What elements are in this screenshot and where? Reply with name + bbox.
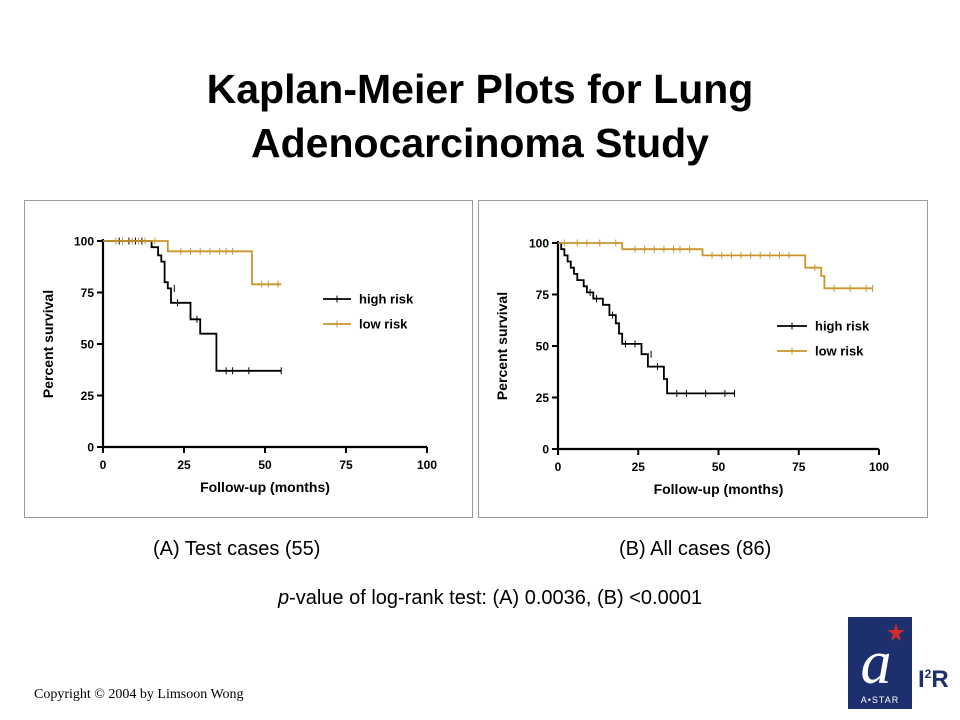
x-tick-label: 0 xyxy=(100,458,107,472)
x-tick-label: 25 xyxy=(632,460,646,474)
series-line-high-risk xyxy=(103,240,282,372)
x-tick-label: 0 xyxy=(555,460,562,474)
pvalue-text: p-value of log-rank test: (A) 0.0036, (B… xyxy=(0,587,960,610)
x-tick-label: 25 xyxy=(177,458,191,472)
y-axis-label: Percent survival xyxy=(494,292,510,400)
y-tick-label: 50 xyxy=(81,338,95,352)
series-line-low-risk xyxy=(103,240,282,286)
legend-label: low risk xyxy=(359,317,408,332)
x-tick-label: 50 xyxy=(712,460,726,474)
slide-title-line-1: Kaplan-Meier Plots for Lung xyxy=(206,66,754,112)
chart-panel-b: 0 25 50 75 100 0 25 50 75 100 Follow-up (months) Pe… xyxy=(478,200,928,518)
y-tick-label: 25 xyxy=(81,389,95,403)
i2r-main: I xyxy=(918,666,925,693)
x-tick-label: 100 xyxy=(869,460,889,474)
i2r-logo-text: I2R xyxy=(918,666,949,694)
y-tick-label: 0 xyxy=(542,443,549,457)
i2r-end: R xyxy=(931,666,949,693)
x-axis-label: Follow-up (months) xyxy=(654,481,784,497)
astar-logo-icon: a A•STAR xyxy=(848,617,912,709)
y-tick-label: 100 xyxy=(74,235,94,249)
i2r-sup: 2 xyxy=(924,667,932,681)
series-line-low-risk xyxy=(558,242,873,290)
y-tick-label: 75 xyxy=(81,286,95,300)
legend-label: low risk xyxy=(815,344,864,359)
y-tick-label: 50 xyxy=(536,340,550,354)
legend-label: high risk xyxy=(359,292,414,307)
y-tick-label: 25 xyxy=(536,391,550,405)
x-axis-label: Follow-up (months) xyxy=(200,479,330,495)
slide-title-line-2: Adenocarcinoma Study xyxy=(251,120,709,166)
pvalue-italic: p xyxy=(277,587,290,609)
caption-a: (A) Test cases (55) xyxy=(153,538,321,560)
y-tick-label: 0 xyxy=(87,441,94,455)
logo-subtext: A•STAR xyxy=(861,695,900,705)
y-tick-label: 75 xyxy=(536,288,550,302)
logo-mark: a xyxy=(861,629,892,697)
km-plot-a: 0 25 50 75 100 0 25 50 75 100 Follow-up (months) Pe… xyxy=(40,235,437,496)
legend-label: high risk xyxy=(815,319,870,334)
y-axis-label: Percent survival xyxy=(40,290,56,398)
chart-panel-a: 0 25 50 75 100 0 25 50 75 100 Follow-up (months) Pe… xyxy=(24,200,473,518)
x-tick-label: 75 xyxy=(339,458,353,472)
series-line-high-risk xyxy=(558,242,735,395)
km-plot-b: 0 25 50 75 100 0 25 50 75 100 Follow-up (months) Pe… xyxy=(494,237,889,498)
copyright-text: Copyright © 2004 by Limsoon Wong xyxy=(34,687,244,702)
slide-title: Kaplan-Meier Plots for Lung Adenocarcino… xyxy=(0,62,960,170)
caption-b: (B) All cases (86) xyxy=(619,538,772,560)
x-tick-label: 100 xyxy=(417,458,437,472)
x-tick-label: 75 xyxy=(792,460,806,474)
x-tick-label: 50 xyxy=(258,458,272,472)
pvalue-rest: -value of log-rank test: (A) 0.0036, (B)… xyxy=(289,587,703,609)
y-tick-label: 100 xyxy=(529,237,549,251)
